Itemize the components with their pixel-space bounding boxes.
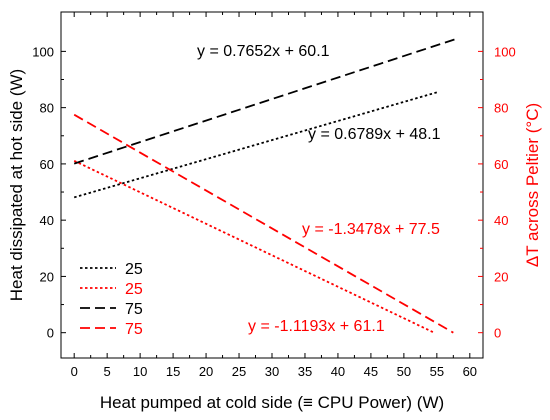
equation-label-0: y = 0.7652x + 60.1 [197,43,330,60]
series-layer [73,37,457,334]
y-left-tick-label: 20 [40,269,54,284]
x-tick-label: 0 [71,364,78,379]
x-tick-label: 30 [265,364,279,379]
y-right-tick-label: 60 [494,157,508,172]
equation-label-1: y = 0.6789x + 48.1 [308,126,441,143]
y-right-tick-label: 80 [494,101,508,116]
x-axis-title: Heat pumped at cold side (≡ CPU Power) (… [100,393,444,412]
series-line-1 [73,159,435,334]
y-left-tick-label: 60 [40,157,54,172]
x-tick-label: 35 [298,364,312,379]
y-axis-right-title: ΔT across Peltier (°C) [523,103,542,267]
x-tick-label: 25 [232,364,246,379]
x-tick-label: 15 [166,364,180,379]
legend-label-3: 75 [125,321,143,338]
y-right-tick-label: 100 [494,44,516,59]
y-left-tick-label: 40 [40,213,54,228]
legend: 25 25 75 75 [80,261,143,338]
x-tick-label: 50 [397,364,411,379]
y-left-tick-label: 100 [32,44,54,59]
x-tick-label: 20 [199,364,213,379]
x-tick-label: 5 [104,364,111,379]
series-line-0 [73,91,438,199]
x-tick-label: 10 [133,364,147,379]
y-right-tick-label: 0 [494,326,501,341]
legend-label-0: 25 [125,261,143,278]
legend-label-1: 25 [125,281,143,298]
legend-label-2: 75 [125,301,143,318]
x-tick-label: 60 [463,364,477,379]
annotations: y = 0.7652x + 60.1 y = 0.6789x + 48.1 y = … [197,43,441,335]
x-tick-label: 55 [430,364,444,379]
y-right-tick-label: 40 [494,213,508,228]
x-tick-label: 45 [364,364,378,379]
series-line-2 [73,37,457,165]
y-right-tick-label: 20 [494,269,508,284]
series-line-3 [73,113,454,334]
y-left-tick-label: 80 [40,101,54,116]
y-axis-left-title: Heat dissipated at hot side (W) [7,69,26,301]
x-tick-label: 40 [331,364,345,379]
equation-label-2: y = -1.3478x + 77.5 [302,221,440,238]
ticks-layer: 0 5 10 15 20 25 30 35 40 45 50 55 60 0 20 40 60 80 100 0 20 4… [32,12,516,379]
y-left-tick-label: 0 [47,326,54,341]
equation-label-3: y = -1.1193x + 61.1 [248,318,385,335]
